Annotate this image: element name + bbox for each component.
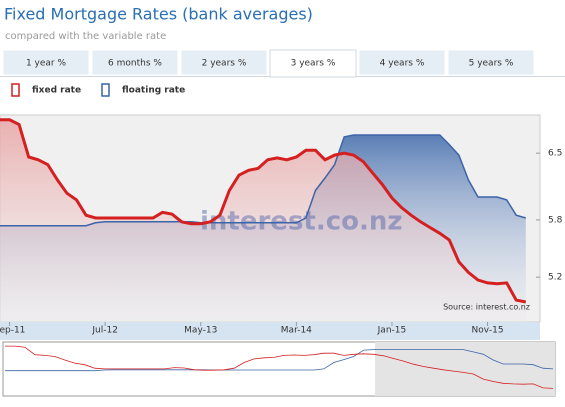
tab-label[interactable]: 1 year % bbox=[26, 59, 67, 69]
source: Source: interest.co.nz bbox=[443, 303, 530, 312]
tab-label[interactable]: 3 years % bbox=[291, 59, 336, 69]
title: Fixed Mortgage Rates (bank averages) bbox=[4, 5, 313, 24]
series-line bbox=[0, 118, 527, 304]
navigator-mask bbox=[375, 342, 555, 396]
series-line bbox=[0, 134, 527, 227]
legend-swatch[interactable] bbox=[101, 83, 110, 97]
tab[interactable] bbox=[2, 49, 90, 76]
legend-label[interactable]: fixed rate bbox=[32, 86, 81, 96]
legend-label[interactable]: floating rate bbox=[122, 86, 185, 96]
x-tick-label: May-13 bbox=[184, 326, 217, 336]
x-tick-label: Jan-15 bbox=[377, 326, 407, 336]
tab-label[interactable]: 5 years % bbox=[469, 59, 514, 69]
tab[interactable] bbox=[91, 49, 179, 76]
navigator-line bbox=[5, 345, 554, 389]
x-tick-label: Jul-12 bbox=[91, 326, 118, 336]
navigator-line bbox=[5, 349, 554, 372]
x-tick-label: Nov-15 bbox=[472, 326, 504, 336]
watermark: interest.co.nz bbox=[200, 207, 403, 237]
tab-label[interactable]: 6 months % bbox=[108, 59, 162, 69]
tab[interactable] bbox=[358, 49, 446, 76]
legend-swatch[interactable] bbox=[11, 83, 20, 97]
x-tick-label: Mar-14 bbox=[281, 326, 312, 336]
tab[interactable] bbox=[180, 49, 268, 76]
x-axis-band bbox=[0, 322, 540, 340]
y-tick-label: 5.8 bbox=[548, 215, 563, 225]
tab-label[interactable]: 4 years % bbox=[380, 59, 425, 69]
tab-label[interactable]: 2 years % bbox=[202, 59, 247, 69]
tab[interactable] bbox=[269, 49, 357, 78]
y-tick-label: 5.2 bbox=[548, 273, 562, 283]
subtitle: compared with the variable rate bbox=[5, 31, 166, 42]
x-tick-label: Sep-11 bbox=[0, 326, 25, 336]
area-fill bbox=[0, 119, 526, 322]
tab[interactable] bbox=[447, 49, 535, 76]
y-tick-label: 6.5 bbox=[548, 149, 562, 159]
